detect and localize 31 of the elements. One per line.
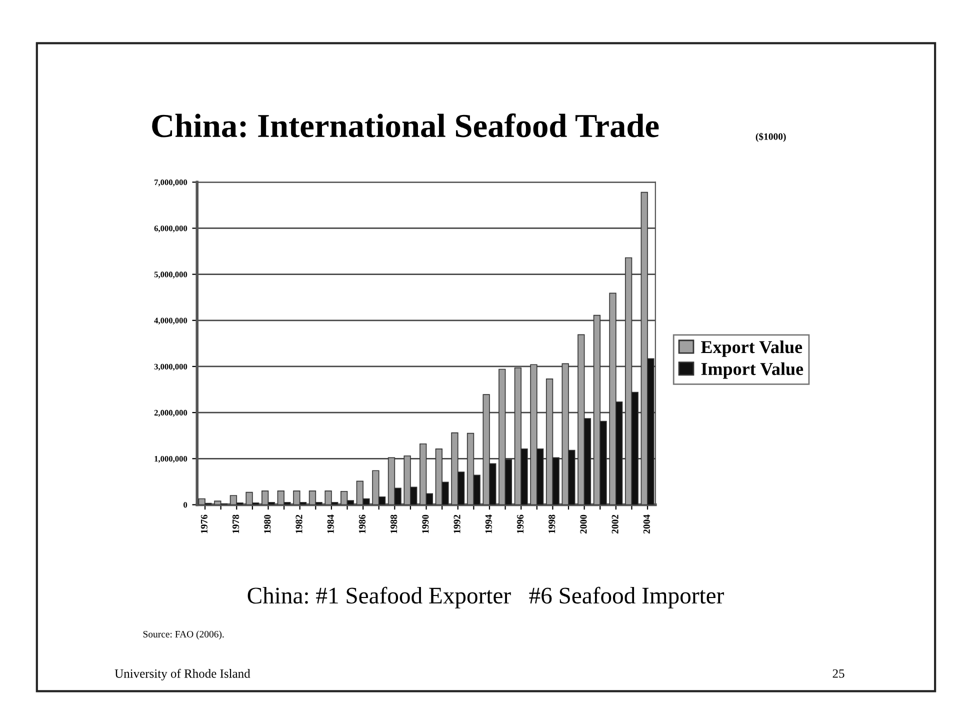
y-tick-label: 6,000,000 (154, 226, 188, 232)
x-tick-label: 2004 (643, 514, 650, 534)
y-tick-label: 4,000,000 (154, 318, 188, 325)
x-tick-label: 2000 (580, 514, 587, 534)
y-tick-label: 1,000,000 (154, 456, 188, 463)
x-tick-label: 1994 (485, 514, 492, 534)
x-tick-label: 1996 (516, 514, 524, 534)
y-tick-label: 5,000,000 (154, 272, 188, 278)
x-tick-label: 1986 (358, 514, 366, 534)
y-tick-label: 3,000,000 (154, 364, 188, 371)
x-tick-label: 1988 (390, 514, 398, 534)
x-tick-label: 1978 (232, 514, 240, 534)
legend-label: Export Value (701, 340, 802, 357)
x-tick-label: 1998 (548, 514, 556, 534)
y-tick-label: 0 (184, 502, 188, 508)
source-note: Source: FAO (2006). (143, 630, 224, 640)
x-tick-label: 2002 (612, 514, 618, 534)
x-tick-label: 1984 (327, 514, 334, 534)
x-tick-label: 1982 (296, 514, 302, 534)
text: University of Rhode Island (114, 668, 250, 680)
text: China: #1 Seafood Exporter #6 Seafood Importer (248, 586, 724, 608)
y-tick-label: 2,000,000 (154, 410, 188, 417)
text: ($1000) (756, 132, 786, 142)
chart-title: China: International Seafood Trade (152, 113, 659, 138)
x-tick-label: 1976 (200, 514, 208, 534)
text: 25 (832, 669, 844, 678)
y-tick-label: 7,000,000 (154, 180, 188, 186)
x-tick-label: 1992 (454, 514, 460, 534)
legend-label: Import Value (701, 362, 804, 379)
x-tick-label: 1980 (264, 514, 271, 534)
x-tick-label: 1990 (422, 514, 429, 534)
